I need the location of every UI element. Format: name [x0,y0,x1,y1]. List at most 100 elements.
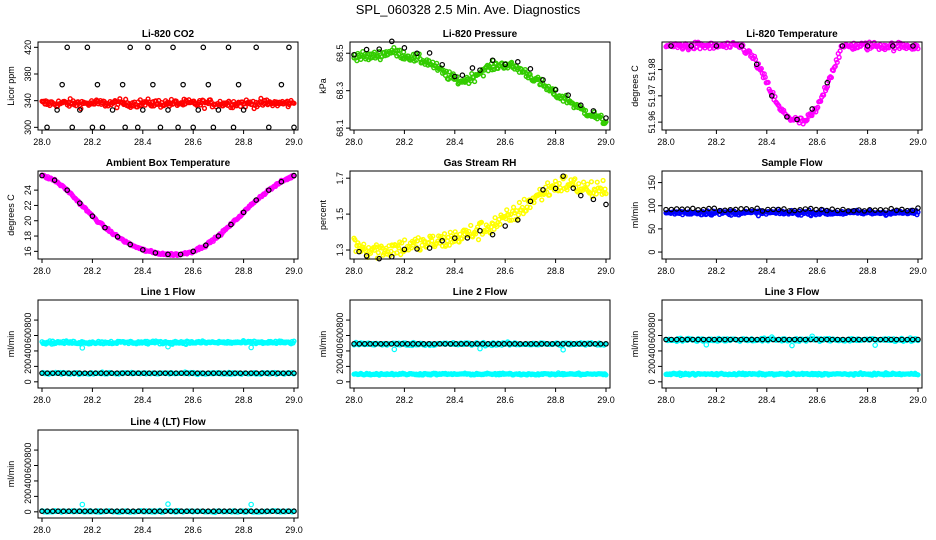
data-point [426,50,433,56]
y-tick-label: 0 [23,379,33,384]
data-point [818,206,825,213]
data-point [491,226,497,232]
data-point [165,343,171,350]
data-point [248,501,254,508]
x-tick-label: 28.4 [758,395,776,405]
series-outliers [703,333,878,349]
data-point [145,44,151,51]
y-tick-label: 800 [335,313,345,328]
data-point [157,370,163,376]
data-point [210,124,217,131]
data-point [130,508,136,515]
data-point [265,187,272,193]
data-point [748,336,755,343]
data-point [493,60,499,66]
x-tick-label: 28.8 [859,137,877,147]
series-avg [663,336,921,343]
data-point [668,336,675,343]
x-tick-label: 28.2 [708,266,726,276]
x-tick-label: 28.4 [134,266,152,276]
plot-frame [37,429,299,519]
data-point [39,370,45,376]
data-point [527,204,533,211]
series-fine [351,44,609,127]
panel-title: Li-820 CO2 [142,29,195,40]
series-avg [39,370,297,376]
data-point [451,73,458,80]
data-point [560,341,566,347]
data-point [439,61,446,68]
data-point [522,67,528,73]
data-point [673,206,680,212]
chart-panel: Line 4 (LT) Flow 28.0 28.2 28.4 28.6 28.8 29.0… [6,417,303,535]
data-point [99,124,106,131]
data-point [453,341,459,347]
series-avg [351,38,609,121]
data-point [351,341,357,347]
data-point [519,204,525,211]
data-point [552,185,559,192]
data-point [556,180,562,187]
data-point [183,370,190,376]
data-point [44,370,51,376]
data-point [49,508,56,515]
data-point [564,187,570,193]
data-point [119,370,126,376]
y-axis-label: ml/min [630,202,640,229]
data-point [157,124,164,131]
data-point [157,508,163,515]
data-point [237,370,244,376]
x-tick-label: 28.8 [859,266,877,276]
data-point [453,76,459,82]
data-point [175,124,181,131]
data-point [114,508,120,515]
data-point [286,44,292,51]
data-point [141,508,147,515]
chart-panel: Line 2 Flow 28.0 28.2 28.4 28.6 28.8 29.0 0 2004… [318,287,615,405]
y-tick-label: 50 [647,224,657,234]
x-tick-label: 28.8 [235,266,253,276]
y-tick-label: 100 [647,198,657,213]
data-point [388,38,395,45]
x-tick-label: 28.4 [446,266,464,276]
data-point [497,221,503,227]
y-axis-label: ml/min [6,331,16,358]
y-tick-label: 18 [23,231,33,241]
data-point [87,508,94,515]
data-point [472,78,478,85]
data-point [899,206,905,213]
data-point [480,73,487,79]
data-point [560,346,566,353]
data-point [850,207,857,214]
data-point [401,45,408,51]
x-tick-label: 28.0 [657,137,675,147]
data-point [791,336,798,343]
data-point [60,508,67,515]
data-point [587,190,594,196]
data-point [474,224,481,230]
data-point [55,370,61,376]
data-point [253,197,260,203]
y-tick-label: 420 [23,40,33,55]
data-point [722,207,728,214]
data-point [215,107,222,113]
data-point [469,65,476,71]
data-point [165,107,171,113]
data-point [716,336,723,343]
x-tick-label: 28.2 [84,266,102,276]
data-point [517,341,524,347]
data-point [904,336,911,343]
data-point [738,43,745,49]
data-point [695,336,701,343]
y-tick-label: 600 [647,328,657,343]
data-point [71,370,77,376]
data-point [537,186,543,192]
data-point [351,51,357,58]
data-point [727,336,734,343]
data-point [807,205,814,212]
data-point [786,208,793,214]
data-point [603,341,609,347]
data-point [872,342,878,348]
data-point [162,508,169,515]
data-point [446,69,452,75]
